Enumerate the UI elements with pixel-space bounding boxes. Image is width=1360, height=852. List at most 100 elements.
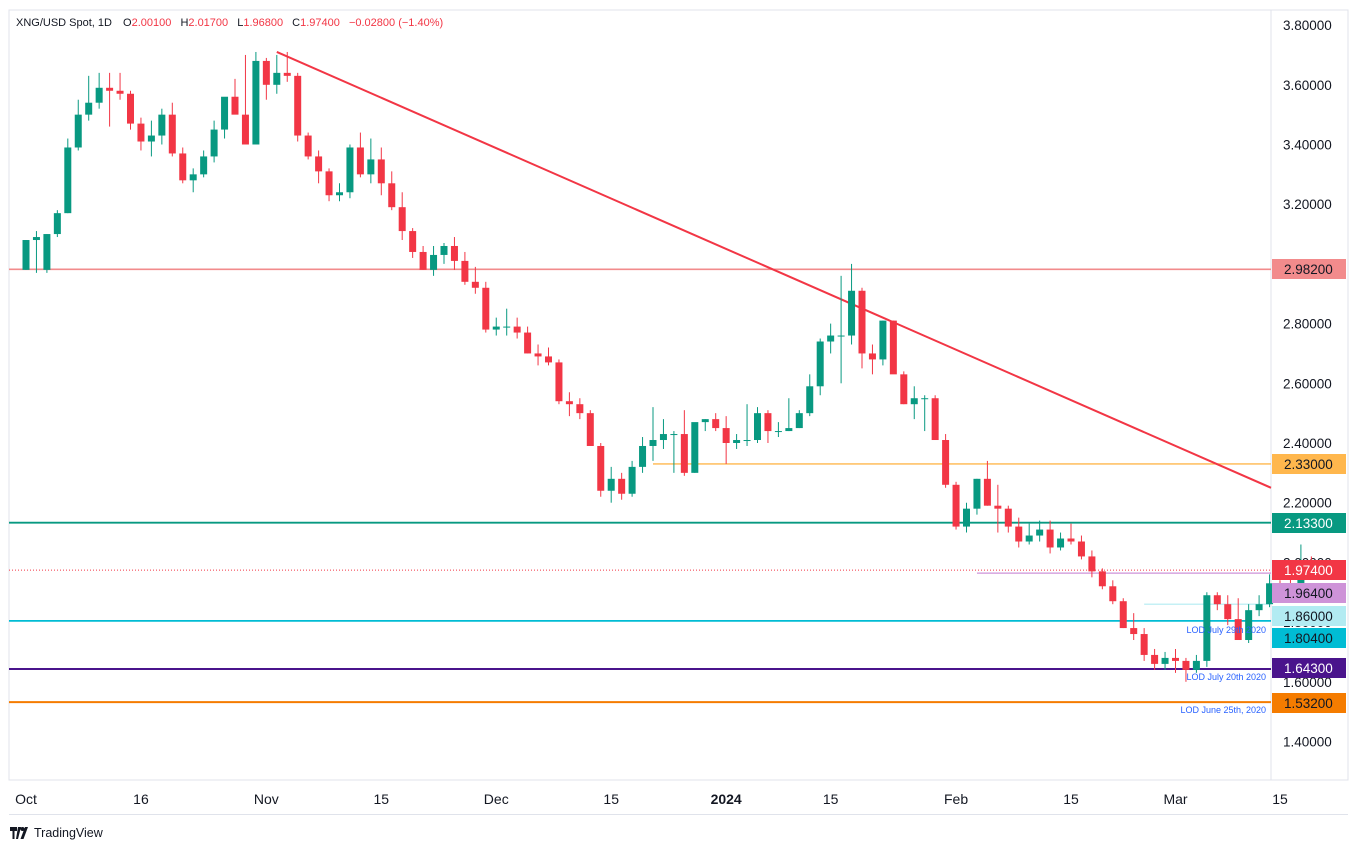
candle-body	[712, 419, 720, 429]
candle-body	[1224, 604, 1232, 620]
candle-body	[241, 114, 249, 145]
candle-body	[889, 320, 897, 375]
open-label: O	[123, 17, 132, 29]
candle-body	[1234, 619, 1242, 641]
candle-body	[1109, 586, 1117, 602]
candle-body	[649, 440, 657, 446]
price-label-text: 1.80400	[1284, 631, 1333, 646]
lod-annotation: LOD June 25th, 2020	[1180, 705, 1266, 715]
brand-name: TradingView	[34, 826, 103, 840]
y-tick-label: 3.20000	[1283, 197, 1332, 212]
candle-body	[1192, 660, 1200, 670]
candle-body	[618, 478, 626, 494]
candle-body	[43, 234, 51, 270]
candle-body	[963, 508, 970, 527]
x-tick-label: Nov	[254, 791, 279, 807]
candle-body	[210, 129, 218, 157]
close-label: C	[292, 17, 301, 29]
candle-body	[158, 114, 166, 136]
candle-body	[53, 213, 61, 235]
close-value: 1.97400	[300, 17, 340, 29]
price-label-text: 2.13300	[1284, 516, 1333, 531]
x-tick-label: 2024	[711, 791, 742, 807]
candle-body	[1015, 526, 1023, 542]
candle-body	[1140, 634, 1148, 655]
candle-body	[440, 245, 448, 255]
open-value: 2.00100	[131, 17, 172, 29]
candle-body	[262, 60, 270, 85]
candle-body	[680, 434, 688, 473]
candle-body	[586, 413, 594, 446]
x-tick-label: 15	[1272, 791, 1288, 807]
candle-body	[848, 290, 856, 336]
candle-body	[1098, 571, 1106, 587]
candle-body	[221, 96, 229, 130]
price-label-box	[1272, 693, 1346, 713]
price-label-box	[1272, 658, 1346, 678]
candle-body	[743, 440, 751, 442]
candle-body	[628, 466, 636, 494]
tradingview-logo-icon	[10, 827, 30, 839]
candle-body	[774, 431, 782, 433]
brand-footer[interactable]: TradingView	[10, 826, 103, 840]
price-label-text: 2.33000	[1284, 457, 1333, 472]
candle-body	[670, 434, 678, 436]
candle-body	[534, 353, 542, 357]
candle-body	[179, 153, 187, 181]
candle-body	[1088, 556, 1096, 572]
candle-body	[231, 96, 239, 115]
x-tick-label: 15	[374, 791, 390, 807]
candle-body	[315, 156, 323, 172]
y-tick-label: 2.20000	[1283, 496, 1332, 511]
price-label-box	[1272, 560, 1346, 580]
y-tick-label: 1.40000	[1283, 735, 1332, 750]
candle-body	[1057, 538, 1065, 548]
candle-body	[325, 171, 333, 196]
candle-body	[1036, 529, 1044, 536]
candle-body	[74, 114, 82, 148]
price-label-box	[1272, 583, 1346, 603]
candles-group	[22, 51, 1315, 682]
candle-body	[576, 404, 584, 414]
trendline[interactable]	[276, 51, 1272, 489]
price-axis-frame[interactable]	[1270, 9, 1349, 781]
candle-body	[942, 440, 950, 485]
candle-body	[973, 478, 981, 509]
x-tick-label: 16	[133, 791, 149, 807]
candle-body	[1004, 508, 1012, 527]
candle-body	[1046, 529, 1054, 548]
price-label-text: 1.53200	[1284, 696, 1333, 711]
candle-body	[398, 207, 406, 232]
candle-body	[827, 335, 835, 342]
x-tick-label: 15	[603, 791, 619, 807]
y-tick-label: 2.40000	[1283, 436, 1332, 451]
candle-body	[524, 332, 532, 354]
candle-body	[336, 192, 343, 196]
candle-body	[168, 114, 176, 154]
low-label: L	[237, 17, 244, 29]
price-label-text: 1.96400	[1284, 586, 1333, 601]
price-label-box	[1272, 606, 1346, 626]
candle-body	[868, 353, 876, 360]
candle-body	[806, 386, 814, 414]
candle-body	[377, 159, 385, 184]
y-tick-label: 3.80000	[1283, 18, 1332, 33]
candle-body	[106, 87, 114, 91]
candle-body	[1151, 654, 1159, 664]
price-label-box	[1272, 259, 1346, 279]
candle-body	[879, 320, 887, 360]
candle-body	[1161, 657, 1169, 664]
candle-body	[931, 398, 939, 441]
price-label-box	[1272, 628, 1346, 648]
change-value: −0.02800 (−1.40%)	[348, 17, 444, 29]
candle-body	[273, 72, 281, 85]
price-label-text: 1.86000	[1284, 609, 1333, 624]
candle-body	[346, 147, 354, 193]
candle-body	[461, 260, 469, 282]
x-tick-label: Dec	[484, 791, 509, 807]
candle-body	[597, 445, 605, 491]
candle-body	[147, 135, 155, 142]
plot-frame	[8, 9, 1272, 781]
candle-body	[137, 123, 145, 142]
